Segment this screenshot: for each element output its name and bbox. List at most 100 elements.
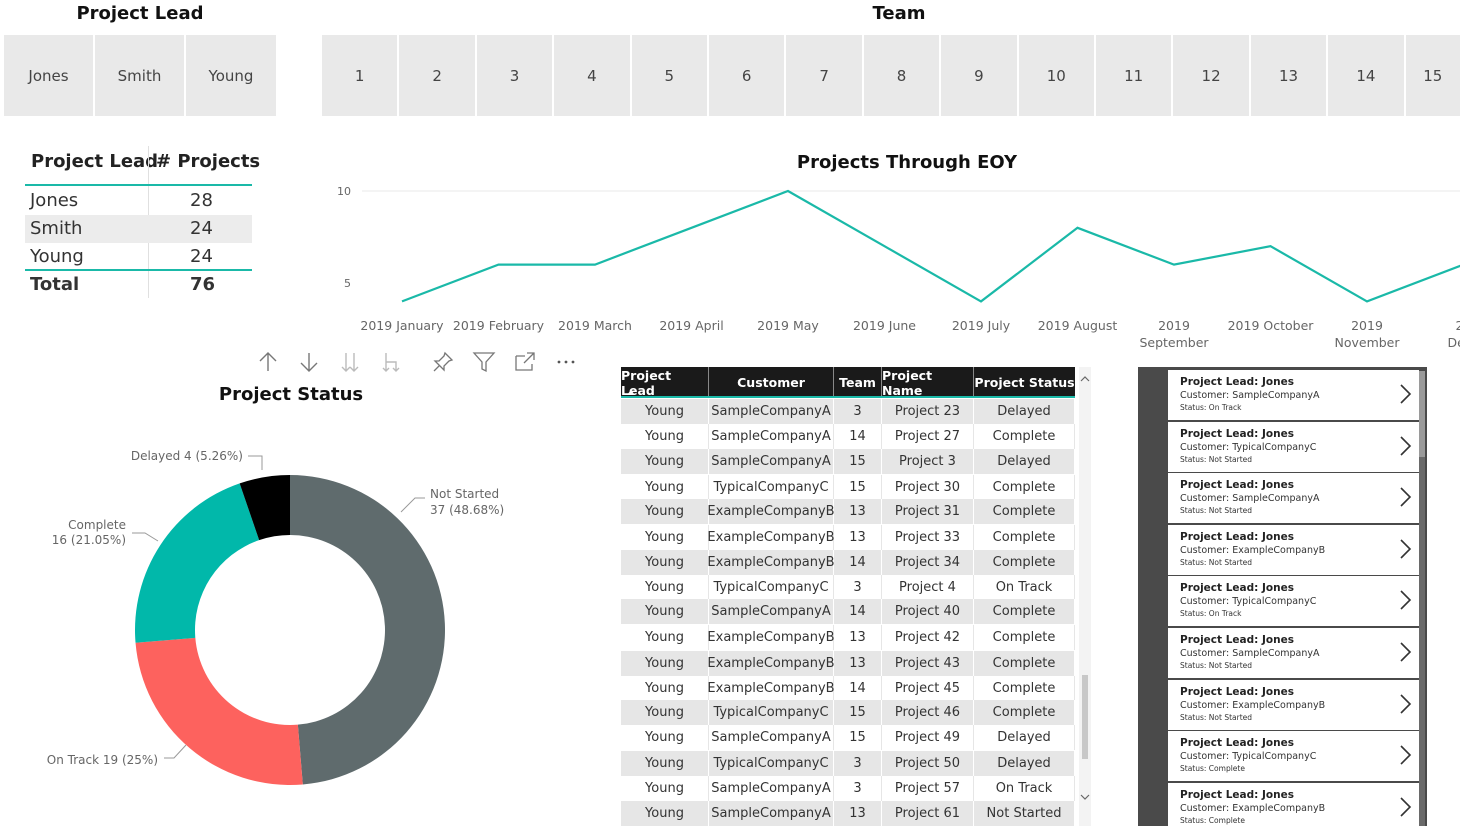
table-row[interactable]: Young SampleCompanyA 3 Project 57 On Track <box>621 776 1075 801</box>
arrow-up-icon[interactable] <box>255 348 281 376</box>
table-row[interactable]: Young ExampleCompanyB 14 Project 45 Complete <box>621 676 1075 701</box>
chevron-right-icon[interactable] <box>1395 434 1415 458</box>
data-point[interactable] <box>1268 244 1273 249</box>
summary-header-count[interactable]: # Projects <box>156 151 261 172</box>
leader-line <box>248 455 263 470</box>
slicer-tile-team-8[interactable]: 8 <box>863 35 940 116</box>
chevron-right-icon[interactable] <box>1395 692 1415 716</box>
slicer-tile-team-11[interactable]: 11 <box>1096 35 1172 116</box>
arrow-down-icon[interactable] <box>296 348 322 376</box>
data-point[interactable] <box>882 244 887 249</box>
chevron-right-icon[interactable] <box>1395 485 1415 509</box>
chevron-right-icon[interactable] <box>1395 382 1415 406</box>
table-row[interactable]: Young ExampleCompanyB 13 Project 42 Complete <box>621 625 1075 650</box>
donut-slice-complete[interactable] <box>135 483 260 643</box>
slicer-tile-team-12[interactable]: 12 <box>1173 35 1249 116</box>
slicer-tile-team-5[interactable]: 5 <box>631 35 707 116</box>
pin-icon[interactable] <box>430 348 456 376</box>
project-card[interactable]: Project Lead: Jones Customer: ExampleComp… <box>1168 679 1419 730</box>
data-point[interactable] <box>1172 262 1177 267</box>
data-point[interactable] <box>496 262 501 267</box>
table-row[interactable]: Young 24 <box>25 243 252 271</box>
series-line[interactable] <box>401 189 1460 303</box>
slicer-tile-team-7[interactable]: 7 <box>786 35 862 116</box>
slicer-tile-team-9[interactable]: 9 <box>941 35 1017 116</box>
column-header-customer[interactable]: Customer <box>709 367 834 398</box>
table-row[interactable]: Young SampleCompanyA 15 Project 49 Delayed <box>621 725 1075 750</box>
slicer-tile-team-3[interactable]: 3 <box>476 35 553 116</box>
table-row[interactable]: Young TypicalCompanyC 3 Project 4 On Track <box>621 575 1075 600</box>
cell-project-name: Project 23 <box>882 399 974 424</box>
data-point[interactable] <box>400 299 405 304</box>
donut-chart[interactable]: Not Started 37 (48.68%) On Track 19 (25%) C… <box>0 400 600 826</box>
column-header-project-lead[interactable]: Project Lead <box>621 367 709 398</box>
project-card[interactable]: Project Lead: Jones Customer: TypicalComp… <box>1168 421 1419 472</box>
filter-icon[interactable] <box>471 348 497 376</box>
gallery-scrollbar[interactable] <box>1419 371 1425 826</box>
slicer-tile-young[interactable]: Young <box>186 35 276 116</box>
line-chart[interactable]: 10 5 2019 January 2019 February 2019 March 20… <box>0 0 1460 360</box>
table-row[interactable]: Young TypicalCompanyC 15 Project 30 Complete <box>621 475 1075 500</box>
more-options-icon[interactable] <box>553 348 579 376</box>
chevron-right-icon[interactable] <box>1395 743 1415 767</box>
chevron-right-icon[interactable] <box>1395 640 1415 664</box>
chevron-right-icon[interactable] <box>1395 537 1415 561</box>
slicer-tile-smith[interactable]: Smith <box>95 35 184 116</box>
table-row[interactable]: Jones 28 <box>25 187 252 215</box>
table-row[interactable]: Young TypicalCompanyC 15 Project 46 Complete <box>621 700 1075 725</box>
chevron-right-icon[interactable] <box>1395 588 1415 612</box>
table-row[interactable]: Smith 24 <box>25 215 252 243</box>
table-row[interactable]: Young SampleCompanyA 3 Project 23 Delayed <box>621 399 1075 424</box>
data-point[interactable] <box>1365 299 1370 304</box>
table-row[interactable]: Young SampleCompanyA 13 Project 61 Not Start… <box>621 801 1075 826</box>
slicer-tile-team-1[interactable]: 1 <box>322 35 398 116</box>
slicer-tile-team-6[interactable]: 6 <box>709 35 785 116</box>
scroll-up-icon[interactable] <box>1080 375 1090 383</box>
donut-slice-not-started[interactable] <box>290 475 446 785</box>
data-table-scrollbar[interactable] <box>1079 367 1091 826</box>
column-header-team[interactable]: Team <box>834 367 882 398</box>
data-point[interactable] <box>593 262 598 267</box>
slicer-tile-team-4[interactable]: 4 <box>554 35 630 116</box>
project-card[interactable]: Project Lead: Jones Customer: TypicalComp… <box>1168 731 1419 782</box>
data-point[interactable] <box>1075 225 1080 230</box>
slicer-tile-team-15[interactable]: 15 <box>1405 35 1460 116</box>
summary-header-lead[interactable]: Project Lead <box>31 151 159 172</box>
project-card[interactable]: Project Lead: Jones Customer: SampleCompa… <box>1168 473 1419 524</box>
table-row[interactable]: Young SampleCompanyA 15 Project 3 Delayed <box>621 449 1075 474</box>
table-row[interactable]: Young ExampleCompanyB 13 Project 31 Complete <box>621 499 1075 524</box>
data-point[interactable] <box>689 225 694 230</box>
slicer-tile-team-13[interactable]: 13 <box>1250 35 1327 116</box>
gallery-scrollbar-thumb[interactable] <box>1419 371 1425 457</box>
donut-slice-on-track[interactable] <box>135 637 303 785</box>
slicer-tile-jones[interactable]: Jones <box>4 35 93 116</box>
scroll-down-icon[interactable] <box>1080 793 1090 801</box>
table-row[interactable]: Young ExampleCompanyB 14 Project 34 Complete <box>621 550 1075 575</box>
cell-customer: ExampleCompanyB <box>707 625 835 650</box>
scrollbar-thumb[interactable] <box>1082 675 1088 759</box>
slicer-tile-team-14[interactable]: 14 <box>1328 35 1404 116</box>
table-row[interactable]: Young ExampleCompanyB 13 Project 33 Complete <box>621 525 1075 550</box>
donut-slice-delayed[interactable] <box>239 475 290 541</box>
expand-hierarchy-icon[interactable] <box>378 348 404 376</box>
data-point[interactable] <box>979 299 984 304</box>
x-tick-label: November <box>1334 335 1400 350</box>
table-row[interactable]: Young TypicalCompanyC 3 Project 50 Delayed <box>621 751 1075 776</box>
project-card[interactable]: Project Lead: Jones Customer: SampleCompa… <box>1168 628 1419 678</box>
slicer-tile-team-10[interactable]: 10 <box>1018 35 1094 116</box>
data-point[interactable] <box>786 189 791 194</box>
project-card[interactable]: Project Lead: Jones Customer: TypicalComp… <box>1168 576 1419 627</box>
table-row[interactable]: Young SampleCompanyA 14 Project 27 Complete <box>621 424 1075 449</box>
slicer-tile-team-2[interactable]: 2 <box>399 35 475 116</box>
line-chart-title: Projects Through EOY <box>796 152 1018 173</box>
project-card[interactable]: Project Lead: Jones Customer: ExampleComp… <box>1168 524 1419 575</box>
table-row[interactable]: Young ExampleCompanyB 13 Project 43 Complete <box>621 651 1075 676</box>
double-arrow-down-icon[interactable] <box>337 348 363 376</box>
column-header-project-status[interactable]: Project Status <box>974 375 1075 390</box>
table-row[interactable]: Young SampleCompanyA 14 Project 40 Complete <box>621 599 1075 624</box>
chevron-right-icon[interactable] <box>1395 795 1415 819</box>
project-card[interactable]: Project Lead: Jones Customer: SampleCompa… <box>1168 370 1419 420</box>
focus-mode-icon[interactable] <box>512 348 538 376</box>
project-card[interactable]: Project Lead: Jones Customer: ExampleComp… <box>1168 782 1419 826</box>
column-header-project-name[interactable]: Project Name <box>882 367 974 398</box>
